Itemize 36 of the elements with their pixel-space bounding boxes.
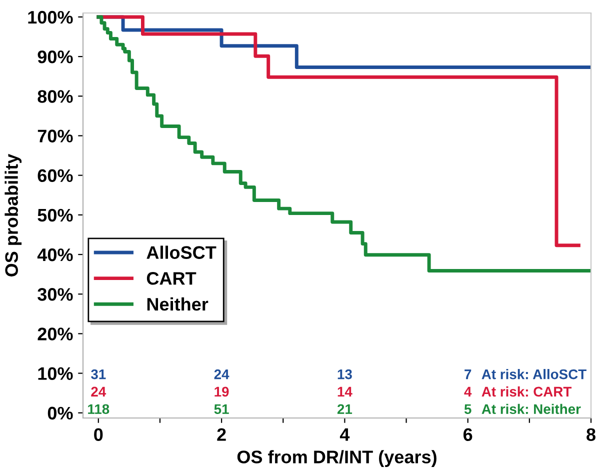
y-tick-label: 70% — [38, 130, 73, 142]
y-tick-label: 40% — [37, 248, 73, 262]
annotation: 19 — [214, 386, 229, 397]
y-tick-label: 30% — [38, 288, 73, 301]
y-tick-label: 80% — [38, 90, 73, 103]
y-tick-label: 100% — [28, 10, 73, 24]
y-axis-title: OS probability — [4, 154, 22, 276]
annotation: 24 — [91, 386, 106, 396]
legend-label: CART — [146, 272, 196, 285]
annotation: At risk: Neither — [482, 404, 581, 414]
annotation: 51 — [214, 404, 229, 414]
annotation: 4 — [464, 386, 472, 396]
annotation: At risk: AlloSCT — [482, 369, 586, 380]
y-tick-label: 20% — [38, 328, 73, 340]
x-tick-label: 6 — [463, 428, 472, 441]
annotation: At risk: CART — [482, 386, 572, 397]
y-tick-label: 0% — [48, 406, 73, 420]
y-tick-label: 10% — [38, 367, 73, 380]
x-axis-title: OS from DR/INT (years) — [237, 450, 436, 467]
annotation: 31 — [90, 369, 106, 380]
annotation: 21 — [337, 404, 352, 414]
annotation: 5 — [464, 404, 472, 414]
annotation: 7 — [464, 370, 472, 380]
annotation: 118 — [88, 404, 110, 414]
annotation: 14 — [338, 386, 352, 396]
legend-label: AlloSCT — [146, 246, 216, 259]
legend-label: Neither — [147, 297, 208, 311]
annotation: 13 — [338, 369, 352, 380]
x-tick-label: 8 — [586, 428, 596, 441]
y-tick-label: 60% — [38, 169, 73, 182]
y-tick-label: 50% — [38, 208, 73, 222]
annotation: 24 — [214, 369, 230, 380]
y-tick-label: 90% — [38, 50, 73, 64]
x-tick-label: 2 — [217, 428, 226, 441]
x-tick-label: 4 — [340, 428, 350, 441]
x-tick-label: 0 — [94, 428, 103, 441]
